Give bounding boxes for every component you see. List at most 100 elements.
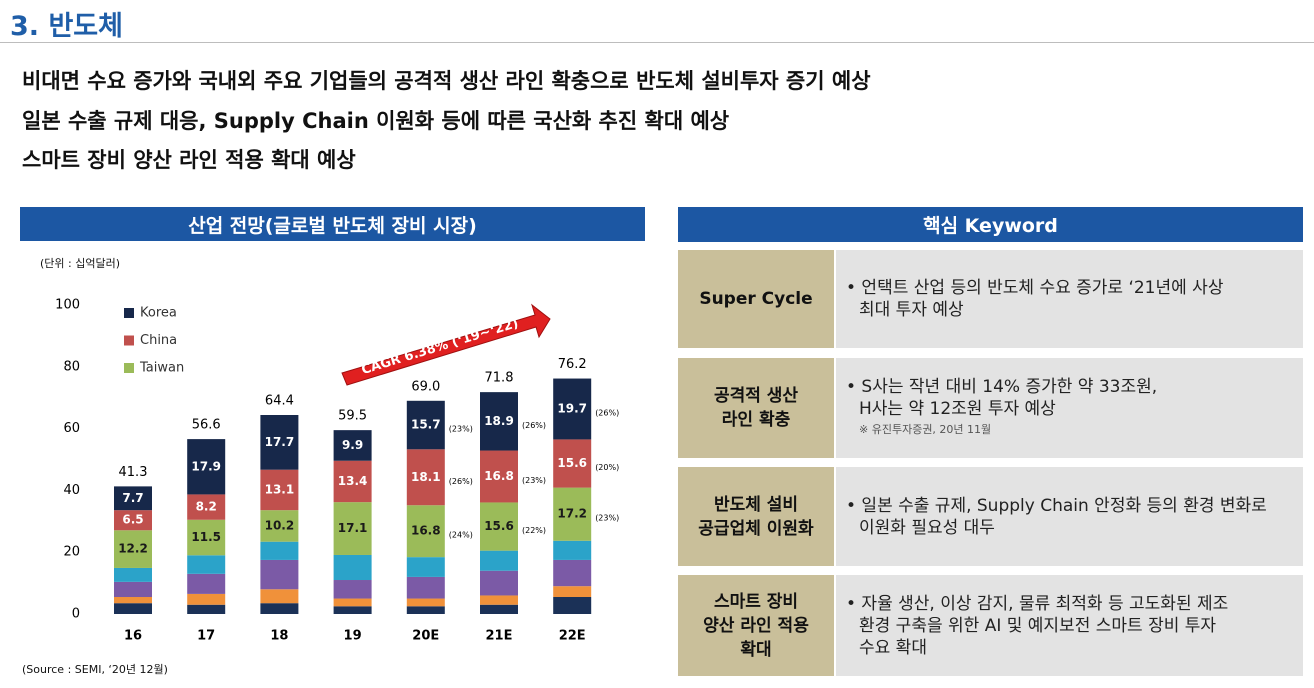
keyword-label-line: 확대	[740, 639, 772, 660]
unit-label: (단위 : 십억달러)	[40, 257, 121, 270]
segment-label: 6.5	[122, 513, 143, 527]
share-label: (26%)	[522, 421, 546, 430]
x-tick-label: 18	[270, 629, 288, 644]
segment-label: 17.7	[265, 435, 295, 449]
bar-segment	[260, 589, 299, 604]
keyword-line: • 언택트 산업 등의 반도체 수요 증가로 ‘21년에 사상	[846, 278, 1224, 298]
segment-label: 15.7	[411, 418, 441, 432]
bar-segment	[114, 597, 152, 604]
keyword-text: • S사는 작년 대비 14% 증가한 약 33조원, H사는 약 12조원 투자…	[836, 358, 1303, 458]
bar-segment	[114, 581, 152, 598]
keyword-row: Super Cycle • 언택트 산업 등의 반도체 수요 증가로 ‘21년에 …	[678, 250, 1303, 348]
segment-label: 17.1	[338, 521, 368, 535]
bar-segment	[260, 603, 299, 614]
bar-segment	[260, 559, 299, 590]
y-tick-label: 100	[55, 298, 80, 313]
segment-label: 10.2	[265, 518, 295, 532]
x-tick-label: 20E	[412, 629, 439, 644]
x-tick-label: 21E	[486, 629, 513, 644]
share-label: (23%)	[522, 476, 546, 485]
bar-segment	[333, 606, 372, 614]
keyword-line: 환경 구축을 위한 AI 및 예지보전 스마트 장비 투자	[859, 615, 1217, 636]
bar-segment	[406, 449, 445, 506]
bar-segment	[114, 486, 152, 511]
bar-segment	[553, 540, 592, 560]
legend-label: China	[140, 333, 177, 348]
segment-label: 13.4	[338, 474, 368, 488]
segment-label: 13.1	[265, 482, 295, 496]
bar-segment	[260, 415, 299, 470]
x-tick-label: 17	[197, 629, 215, 644]
segment-label: 19.7	[557, 401, 587, 415]
bar-segment	[333, 460, 372, 503]
legend-label: Korea	[140, 306, 177, 321]
share-label: (23%)	[595, 514, 619, 523]
bar-segment	[187, 604, 226, 614]
bar-segment	[406, 400, 445, 450]
keyword-line: 이원화 필요성 대두	[859, 517, 995, 538]
keyword-line: 최대 투자 예상	[859, 300, 964, 320]
keyword-text: • 언택트 산업 등의 반도체 수요 증가로 ‘21년에 사상 최대 투자 예상	[836, 250, 1303, 348]
bullet: 스마트 장비 양산 라인 적용 확대 예상	[22, 148, 356, 172]
x-tick-label: 19	[344, 629, 362, 644]
bar-segment	[406, 505, 445, 558]
bar-segment	[553, 439, 592, 488]
cagr-annotation: CAGR 6.38% (‘19~‘22)	[360, 316, 521, 378]
keyword-label-line: Super Cycle	[699, 289, 813, 309]
segment-label: 7.7	[122, 491, 143, 505]
keyword-row: 공격적 생산 라인 확충 • S사는 작년 대비 14% 증가한 약 33조원, H사…	[678, 358, 1303, 458]
bar-segment	[260, 541, 299, 560]
cagr-arrow	[341, 303, 551, 386]
keyword-line: • 일본 수출 규제, Supply Chain 안정화 등의 환경 변화로	[846, 495, 1267, 516]
bar-segment	[114, 603, 152, 614]
y-tick-label: 60	[63, 421, 80, 436]
bar-segment	[480, 550, 518, 571]
bar-segment	[333, 430, 372, 461]
bar-segment	[553, 487, 592, 541]
bar-segment	[553, 586, 592, 598]
keyword-label: 반도체 설비 공급업체 이원화	[678, 467, 834, 566]
share-label: (24%)	[449, 531, 473, 540]
segment-label: 16.8	[411, 524, 441, 538]
bar-segment	[553, 559, 592, 587]
bar-segment	[406, 598, 445, 607]
bar-segment	[260, 469, 299, 511]
keyword-line: H사는 약 12조원 투자 예상	[859, 399, 1056, 419]
bar-segment	[333, 554, 372, 581]
keyword-label: 공격적 생산 라인 확충	[678, 358, 834, 458]
keyword-text: • 일본 수출 규제, Supply Chain 안정화 등의 환경 변화로 이원…	[836, 467, 1303, 566]
share-label: (26%)	[449, 477, 473, 486]
segment-label: 15.6	[484, 519, 514, 533]
bar-segment	[333, 580, 372, 599]
segment-label: 15.6	[557, 456, 587, 470]
bar-segment	[406, 576, 445, 599]
y-tick-label: 40	[63, 483, 80, 498]
bar-segment	[187, 494, 226, 520]
total-label: 71.8	[485, 371, 514, 386]
y-tick-label: 20	[63, 545, 80, 560]
bar-segment	[187, 519, 226, 556]
keyword-row: 반도체 설비 공급업체 이원화 • 일본 수출 규제, Supply Chain 안…	[678, 467, 1303, 566]
keyword-label: Super Cycle	[678, 250, 834, 348]
source-label: (Source : SEMI, ‘20년 12월)	[22, 663, 168, 676]
segment-label: 18.1	[411, 470, 441, 484]
bar-segment	[187, 555, 226, 574]
chart-panel-title: 산업 전망(글로벌 반도체 장비 시장)	[20, 207, 645, 241]
bar-segment	[333, 598, 372, 607]
legend-label: Taiwan	[139, 361, 184, 376]
bar-segment	[480, 604, 518, 614]
segment-label: 8.2	[196, 500, 217, 514]
keyword-line: • S사는 작년 대비 14% 증가한 약 33조원,	[846, 377, 1158, 397]
keyword-label-line: 공급업체 이원화	[698, 518, 814, 539]
segment-label: 12.2	[118, 542, 148, 556]
legend-swatch	[124, 335, 134, 346]
share-label: (26%)	[595, 408, 619, 417]
bar-segment	[114, 510, 152, 531]
keyword-line: 수요 확대	[859, 637, 927, 658]
bar-segment	[480, 392, 518, 451]
keyword-label-line: 라인 확충	[721, 410, 791, 430]
bar-segment	[480, 595, 518, 605]
segment-label: 18.9	[484, 414, 514, 428]
chart: CAGR 6.38% (‘19~‘22) 0 20 40 60 80 100 16 17 18 1…	[55, 298, 619, 644]
total-label: 76.2	[558, 357, 587, 372]
